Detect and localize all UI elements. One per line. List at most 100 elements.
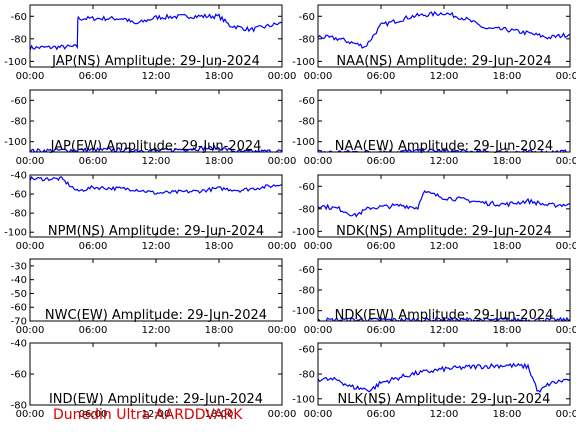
x-tick-label: 06:00 (79, 71, 108, 82)
x-tick-label: 12:00 (142, 241, 171, 252)
x-tick-label: 00:00 (304, 409, 333, 420)
x-tick-label: 00:00 (556, 71, 576, 82)
x-tick-label: 12:00 (430, 409, 459, 420)
y-tick-label: -80 (299, 34, 315, 45)
x-tick-label: 12:00 (430, 241, 459, 252)
series-trace-10-1 (318, 362, 570, 393)
y-tick-label: -80 (299, 204, 315, 215)
footer-credit: Dunedin Ultra AARDDVARK (53, 407, 243, 423)
y-tick-label: -50 (11, 289, 27, 300)
y-tick-label: -80 (11, 117, 27, 128)
panel-title: IND(EW) Amplitude: 29-Jun-2024 (49, 392, 263, 407)
y-tick-label: -40 (11, 339, 27, 350)
x-tick-label: 06:00 (367, 409, 396, 420)
x-tick-label: 00:00 (304, 325, 333, 336)
x-tick-label: 12:00 (430, 325, 459, 336)
x-tick-label: 12:00 (142, 409, 171, 420)
panel-10: -60 -80 -100 00:00 06:00 12:00 18:00 00:00 NLK(N… (292, 342, 576, 420)
x-tick-label: 00:00 (268, 325, 297, 336)
panel-title: NLK(NS) Amplitude: 29-Jun-2024 (338, 392, 551, 407)
y-tick-label: -40 (11, 275, 27, 286)
y-tick-label: -80 (11, 34, 27, 45)
y-tick-label: -100 (292, 306, 315, 317)
x-tick-label: 06:00 (79, 409, 108, 420)
x-tick-label: 00:00 (16, 241, 45, 252)
x-tick-label: 00:00 (268, 156, 297, 167)
x-tick-label: 06:00 (79, 325, 108, 336)
x-tick-label: 00:00 (16, 156, 45, 167)
y-tick-label: -60 (299, 12, 315, 23)
series-trace-1-1 (30, 13, 282, 51)
y-tick-label: -60 (299, 265, 315, 276)
y-tick-label: -80 (11, 401, 27, 412)
panel-title: NPM(NS) Amplitude: 29-Jun-2024 (48, 224, 264, 239)
x-tick-label: 00:00 (16, 409, 45, 420)
panel-title: NWC(EW) Amplitude: 29-Jun-2024 (45, 308, 267, 323)
panel-title: JAP(EW) Amplitude: 29-Jun-2024 (50, 139, 262, 154)
x-tick-label: 00:00 (268, 241, 297, 252)
panel-title: NDK(NS) Amplitude: 29-Jun-2024 (336, 224, 552, 239)
x-tick-label: 18:00 (205, 71, 234, 82)
x-tick-label: 12:00 (430, 71, 459, 82)
y-tick-label: -30 (11, 261, 27, 272)
x-tick-label: 12:00 (142, 156, 171, 167)
x-tick-label: 00:00 (556, 409, 576, 420)
y-tick-label: -80 (299, 286, 315, 297)
y-tick-label: -60 (299, 345, 315, 356)
y-tick-label: -60 (299, 182, 315, 193)
y-tick-label: -60 (299, 96, 315, 107)
panel-title: JAP(NS) Amplitude: 29-Jun-2024 (51, 54, 260, 69)
y-tick-label: -80 (299, 370, 315, 381)
x-tick-label: 18:00 (205, 325, 234, 336)
x-tick-label: 06:00 (79, 241, 108, 252)
y-tick-label: -40 (11, 171, 27, 182)
x-tick-label: 06:00 (367, 241, 396, 252)
x-tick-label: 06:00 (367, 71, 396, 82)
x-tick-label: 18:00 (205, 409, 234, 420)
panel-1: -60 -80 -100 00:00 06:00 12:00 18:00 00:00 JAP(N… (4, 4, 297, 82)
x-tick-label: 00:00 (268, 71, 297, 82)
y-tick-label: -100 (4, 228, 27, 239)
y-tick-label: -60 (11, 303, 27, 314)
y-tick-label: -60 (11, 370, 27, 381)
y-tick-label: -100 (4, 57, 27, 68)
x-tick-label: 18:00 (493, 325, 522, 336)
panel-6: -60-80-10000:0006:0012:0018:0000:00NDK(N… (292, 174, 576, 252)
x-tick-label: 12:00 (142, 325, 171, 336)
y-tick-label: -100 (292, 57, 315, 68)
panel-title: NDK(EW) Amplitude: 29-Jun-2024 (335, 308, 554, 323)
x-tick-label: 18:00 (493, 409, 522, 420)
y-tick-label: -100 (292, 227, 315, 238)
x-tick-label: 00:00 (268, 409, 297, 420)
x-tick-label: 18:00 (493, 156, 522, 167)
series-trace-6-1 (318, 190, 570, 218)
x-tick-label: 18:00 (205, 241, 234, 252)
x-tick-label: 00:00 (16, 71, 45, 82)
x-tick-label: 12:00 (430, 156, 459, 167)
y-tick-label: -80 (299, 117, 315, 128)
x-tick-label: 00:00 (556, 156, 576, 167)
y-tick-label: -60 (11, 190, 27, 201)
y-tick-label: -80 (11, 209, 27, 220)
panel-4: -60 -80 -100 00:00 06:00 12:00 18:00 00:00NAA(E… (292, 89, 576, 167)
x-tick-label: 18:00 (205, 156, 234, 167)
y-tick-label: -100 (4, 137, 27, 148)
y-tick-label: -100 (292, 394, 315, 405)
panel-3: -60 -80 -100 00:00 06:00 12:00 18:00 00:00 JAP(E… (4, 89, 297, 167)
x-tick-label: 00:00 (556, 241, 576, 252)
x-tick-label: 18:00 (493, 71, 522, 82)
series-trace-5-1 (30, 175, 282, 195)
y-tick-label: -60 (11, 12, 27, 23)
x-tick-label: 00:00 (304, 241, 333, 252)
x-tick-label: 00:00 (304, 156, 333, 167)
y-tick-label: -60 (11, 96, 27, 107)
x-tick-label: 18:00 (493, 241, 522, 252)
x-tick-label: 06:00 (367, 156, 396, 167)
x-tick-label: 00:00 (304, 71, 333, 82)
y-tick-label: -70 (11, 317, 27, 328)
panel-title: NAA(NS) Amplitude: 29-Jun-2024 (336, 54, 551, 69)
